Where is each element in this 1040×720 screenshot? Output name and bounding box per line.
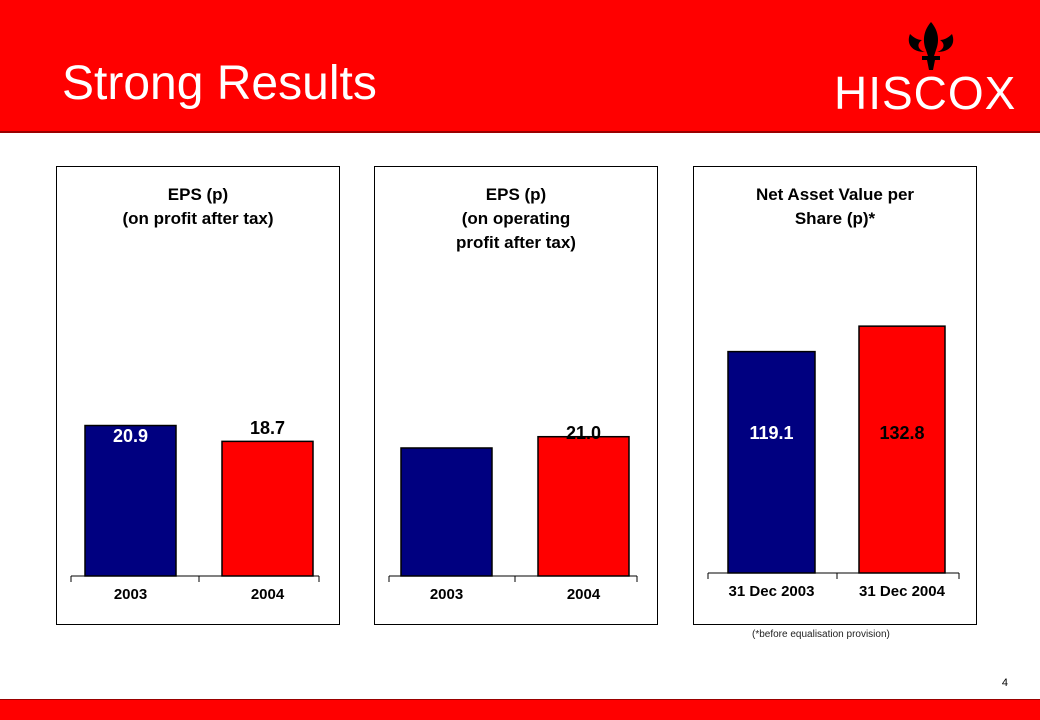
- bar-2003: [84, 424, 177, 577]
- brand-name: HISCOX: [834, 67, 1017, 119]
- chart-title-line: Share (p)*: [794, 209, 876, 228]
- chart-panel-eps-operating-profit: EPS (p) (on operating profit after tax) 19.…: [374, 166, 658, 625]
- x-tick-label: 31 Dec 2004: [859, 583, 946, 600]
- x-tick-label: 2004: [251, 586, 285, 603]
- bar-value-label: 132.8: [879, 423, 924, 443]
- bar-value-label: 119.1: [749, 423, 793, 443]
- chart-title-line: Net Asset Value per: [755, 185, 915, 204]
- slide-title: Strong Results: [62, 57, 377, 110]
- bar-value-label: 21.0: [566, 423, 601, 443]
- bar-value-label: 20.9: [113, 426, 148, 446]
- bar-chart: 20.9 18.7 2003 2004: [70, 418, 320, 603]
- chart-panel-net-asset-value: Net Asset Value per Share (p)* 119.1 132.8 3…: [693, 166, 977, 625]
- footer-bar: [0, 699, 1040, 720]
- bar-31-dec-2003: [727, 350, 816, 574]
- bar-2004: [221, 440, 314, 577]
- chart-title-line: (on operating: [461, 209, 571, 228]
- bar-value-label: 18.7: [250, 418, 285, 438]
- chart-title-line: (on profit after tax): [122, 209, 274, 228]
- x-tick-label: 31 Dec 2003: [729, 583, 815, 600]
- footnote: (*before equalisation provision): [752, 629, 890, 640]
- page-number: 4: [1001, 677, 1008, 689]
- x-tick-label: 2004: [567, 586, 601, 603]
- x-tick-label: 2003: [114, 586, 147, 603]
- bar-31-dec-2004: [858, 325, 946, 574]
- bar-chart: 19.3 21.0 2003 2004: [388, 423, 638, 603]
- bar-2003: [400, 447, 493, 577]
- chart-title-line: EPS (p): [167, 185, 229, 204]
- fleur-de-lis-icon: [908, 22, 954, 70]
- header-bar: Strong Results HISCOX: [0, 0, 1040, 133]
- chart-title-line: profit after tax): [456, 233, 576, 252]
- chart-title-line: EPS (p): [485, 185, 547, 204]
- bar-2004: [537, 435, 630, 577]
- x-tick-label: 2003: [430, 586, 463, 603]
- bar-chart: 119.1 132.8 31 Dec 2003 31 Dec 2004: [707, 325, 960, 600]
- bar-value-label: 19.3: [429, 423, 464, 443]
- hiscox-logo: HISCOX: [834, 20, 1024, 116]
- chart-panel-eps-profit-after-tax: EPS (p) (on profit after tax) 20.9 18.7 2003…: [56, 166, 340, 625]
